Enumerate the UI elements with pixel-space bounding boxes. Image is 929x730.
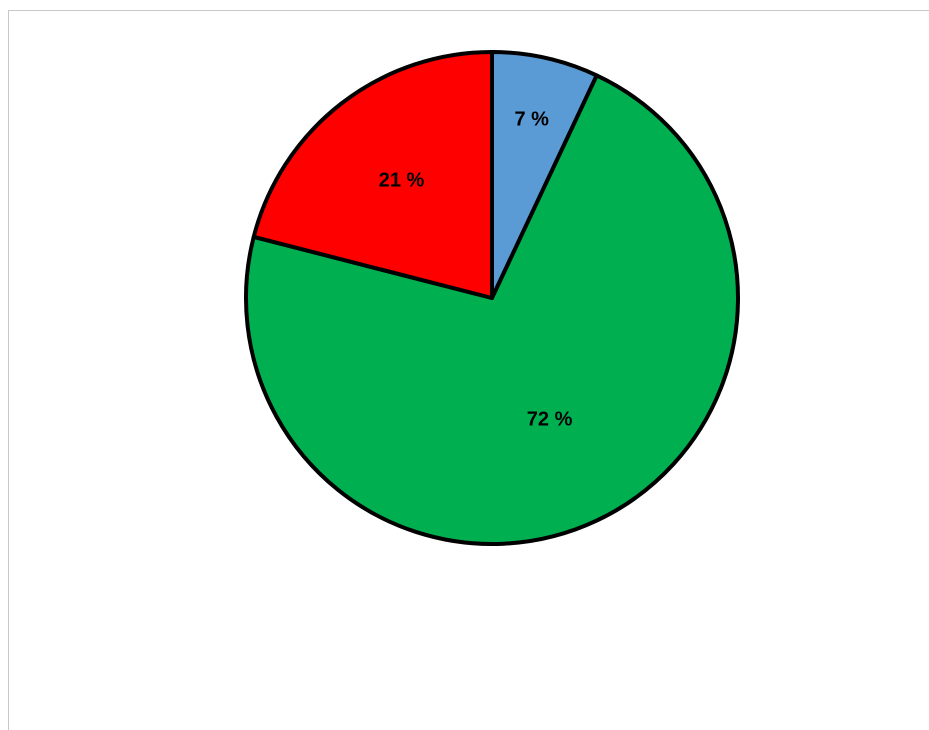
slices-layer: [244, 50, 740, 546]
pie-slice-3: [251, 50, 494, 300]
pie-slice-2: [244, 73, 740, 546]
chart-frame: [8, 10, 929, 730]
pie-chart: 7 % 72 % 21 %: [244, 50, 740, 546]
slice-label-3: 21 %: [379, 170, 425, 192]
labels-layer: 7 % 72 % 21 %: [379, 109, 573, 431]
slice-label-1: 7 %: [514, 109, 549, 131]
slice-label-2: 72 %: [527, 409, 573, 431]
pie-slice-1: [490, 50, 599, 300]
